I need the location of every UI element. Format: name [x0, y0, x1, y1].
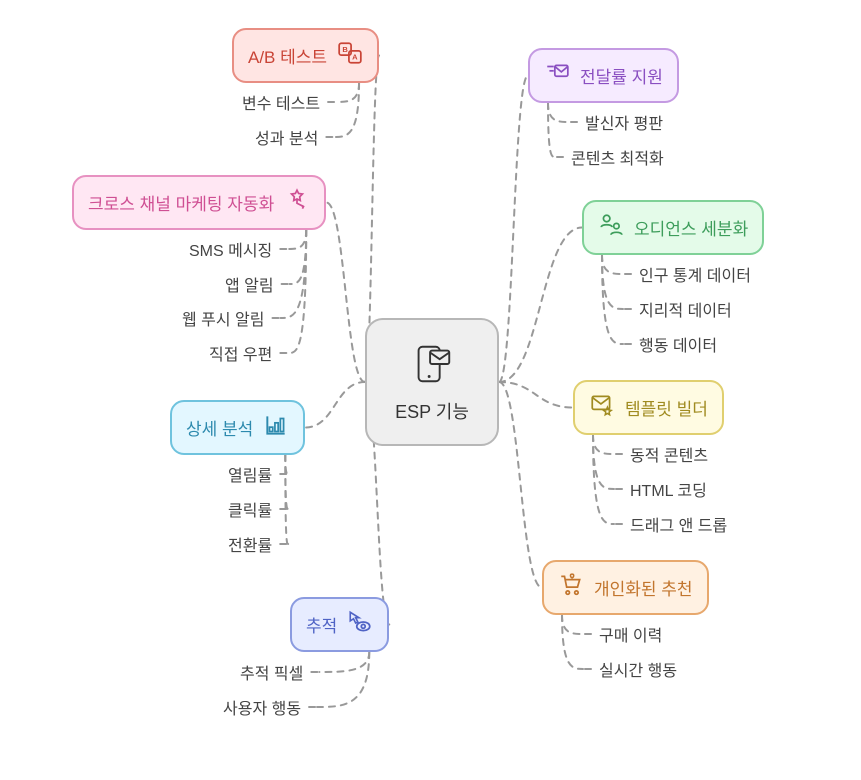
- mindmap-canvas: ESP 기능 A/B 테스트 BA 변수 테스트성과 분석크로스 채널 마케팅 자동화…: [0, 0, 861, 780]
- bar-chart-icon: [263, 412, 289, 443]
- leaf-item: 인구 통계 데이터: [639, 262, 751, 286]
- leaf-item: 추적 픽셀: [240, 660, 303, 684]
- leaf-item: 웹 푸시 알림: [182, 306, 265, 330]
- branch-track: 추적: [290, 597, 389, 652]
- leaf-item: 콘텐츠 최적화: [571, 145, 664, 169]
- leaf-item: 변수 테스트: [242, 90, 320, 114]
- leaf-item: 구매 이력: [599, 622, 662, 646]
- branch-template: 템플릿 빌더: [573, 380, 724, 435]
- branch-deliver: 전달률 지원: [528, 48, 679, 103]
- branch-personal: 개인화된 추천: [542, 560, 709, 615]
- leaf-item: 클릭률: [228, 497, 272, 521]
- branch-auto: 크로스 채널 마케팅 자동화: [72, 175, 326, 230]
- center-label: ESP 기능: [395, 398, 469, 424]
- eye-cursor-icon: [347, 609, 373, 640]
- ab-test-icon: BA: [337, 40, 363, 71]
- branch-label: 오디언스 세분화: [634, 215, 748, 240]
- leaf-item: 드래그 앤 드롭: [630, 512, 727, 536]
- automation-icon: [284, 187, 310, 218]
- branch-label: 크로스 채널 마케팅 자동화: [88, 190, 274, 215]
- leaf-item: 직접 우편: [209, 341, 272, 365]
- svg-text:B: B: [342, 45, 348, 54]
- leaf-item: 실시간 행동: [599, 657, 677, 681]
- send-mail-icon: [544, 60, 570, 91]
- branch-ab: A/B 테스트 BA: [232, 28, 379, 83]
- branch-analytics: 상세 분석: [170, 400, 305, 455]
- leaf-item: 행동 데이터: [639, 332, 717, 356]
- leaf-item: 사용자 행동: [223, 695, 301, 719]
- center-node: ESP 기능: [365, 318, 499, 446]
- leaf-item: SMS 메시징: [189, 237, 272, 261]
- cart-heart-icon: [558, 572, 584, 603]
- svg-text:A: A: [352, 53, 358, 62]
- mail-star-icon: [589, 392, 615, 423]
- branch-label: 개인화된 추천: [594, 575, 693, 600]
- branch-audience: 오디언스 세분화: [582, 200, 764, 255]
- leaf-item: 동적 콘텐츠: [630, 442, 708, 466]
- segment-icon: [598, 212, 624, 243]
- branch-label: 템플릿 빌더: [625, 395, 708, 420]
- leaf-item: 앱 알림: [225, 272, 274, 296]
- branch-label: 상세 분석: [186, 415, 253, 440]
- leaf-item: 전환률: [228, 532, 272, 556]
- leaf-item: 발신자 평판: [585, 110, 663, 134]
- branch-label: A/B 테스트: [248, 43, 327, 68]
- leaf-item: 성과 분석: [255, 125, 318, 149]
- leaf-item: 지리적 데이터: [639, 297, 732, 321]
- branch-label: 전달률 지원: [580, 63, 663, 88]
- leaf-item: HTML 코딩: [630, 477, 707, 501]
- email-device-icon: [409, 341, 455, 392]
- leaf-item: 열림률: [228, 462, 272, 486]
- branch-label: 추적: [306, 612, 337, 637]
